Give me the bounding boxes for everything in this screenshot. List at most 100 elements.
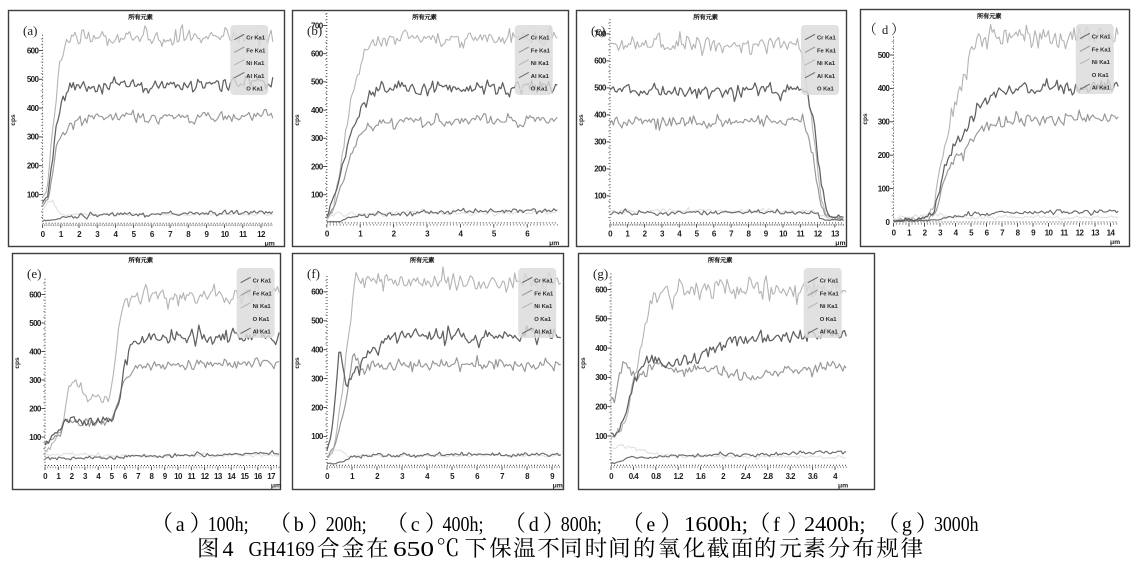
svg-text:9: 9 xyxy=(204,230,209,239)
svg-text:cps: cps xyxy=(580,357,587,369)
svg-text:cps: cps xyxy=(578,114,585,126)
svg-text:f: f xyxy=(773,514,780,536)
svg-text:5: 5 xyxy=(969,229,974,238)
svg-text:2: 2 xyxy=(721,472,726,481)
svg-text:6: 6 xyxy=(150,230,155,239)
svg-text:7: 7 xyxy=(500,472,505,481)
svg-text:500: 500 xyxy=(311,317,324,326)
svg-text:100: 100 xyxy=(311,432,324,441)
svg-text:11: 11 xyxy=(797,229,805,238)
svg-text:5: 5 xyxy=(450,472,455,481)
svg-text:600: 600 xyxy=(29,290,42,299)
svg-text:O Ka1: O Ka1 xyxy=(817,87,835,93)
svg-text:3.6: 3.6 xyxy=(808,472,818,481)
svg-text:3: 3 xyxy=(660,229,665,238)
svg-text:200: 200 xyxy=(878,151,891,160)
svg-text:Al Ka1: Al Ka1 xyxy=(817,74,836,80)
svg-text:200h;: 200h; xyxy=(326,512,367,536)
svg-text:14: 14 xyxy=(227,472,236,481)
svg-text:11: 11 xyxy=(239,230,247,239)
svg-text:12: 12 xyxy=(814,229,823,238)
svg-text:g: g xyxy=(902,514,912,536)
svg-text:μm: μm xyxy=(1110,239,1120,246)
svg-text:0: 0 xyxy=(885,218,890,227)
svg-text:GH4169: GH4169 xyxy=(249,537,315,561)
svg-text:μm: μm xyxy=(553,482,563,489)
svg-text:300: 300 xyxy=(878,118,891,127)
svg-text:1: 1 xyxy=(907,229,912,238)
svg-text:3: 3 xyxy=(83,472,88,481)
svg-text:100h;: 100h; xyxy=(208,512,249,536)
svg-text:14: 14 xyxy=(1107,229,1116,238)
svg-text:8: 8 xyxy=(149,472,154,481)
svg-text:2: 2 xyxy=(70,472,75,481)
svg-text:4: 4 xyxy=(677,229,682,238)
svg-text:4: 4 xyxy=(458,229,463,238)
svg-text:13: 13 xyxy=(1091,229,1100,238)
svg-text:6: 6 xyxy=(475,472,480,481)
svg-text:Ni Ka1: Ni Ka1 xyxy=(246,61,265,67)
svg-text:d: d xyxy=(529,514,539,536)
svg-text:0.4: 0.4 xyxy=(629,472,639,481)
svg-text:6: 6 xyxy=(123,472,128,481)
svg-text:8: 8 xyxy=(746,229,751,238)
svg-text:a: a xyxy=(176,514,185,536)
svg-text:100: 100 xyxy=(595,432,608,441)
svg-text:400: 400 xyxy=(27,104,40,113)
svg-text:1.6: 1.6 xyxy=(696,472,706,481)
svg-text:μm: μm xyxy=(265,240,275,247)
svg-text:2: 2 xyxy=(643,229,648,238)
svg-text:(f): (f) xyxy=(307,266,320,281)
svg-text:Fe Ka1: Fe Ka1 xyxy=(246,48,266,54)
svg-text:13: 13 xyxy=(214,472,223,481)
svg-text:0: 0 xyxy=(325,472,330,481)
svg-text:O Ka1: O Ka1 xyxy=(246,87,264,93)
svg-text:Cr Ka1: Cr Ka1 xyxy=(253,279,272,285)
svg-text:(c): (c) xyxy=(591,23,605,38)
svg-text:e: e xyxy=(646,514,655,536)
svg-text:1.2: 1.2 xyxy=(674,472,684,481)
svg-text:Al Ka1: Al Ka1 xyxy=(820,330,839,336)
svg-text:cps: cps xyxy=(294,114,301,126)
svg-text:200: 200 xyxy=(29,404,42,413)
svg-text:100: 100 xyxy=(311,191,324,200)
svg-text:100: 100 xyxy=(878,184,891,193)
svg-text:Cr Ka1: Cr Ka1 xyxy=(531,36,550,42)
svg-text:Al Ka1: Al Ka1 xyxy=(246,74,265,80)
svg-text:7: 7 xyxy=(168,230,173,239)
svg-text:Fe Ka1: Fe Ka1 xyxy=(820,291,840,297)
svg-text:2: 2 xyxy=(375,472,380,481)
svg-text:Fe Ka1: Fe Ka1 xyxy=(1092,47,1112,53)
svg-text:1: 1 xyxy=(358,229,363,238)
svg-text:Al Ka1: Al Ka1 xyxy=(531,74,550,80)
svg-text:Ni Ka1: Ni Ka1 xyxy=(817,61,836,67)
svg-text:600: 600 xyxy=(594,57,607,66)
svg-text:Cr Ka1: Cr Ka1 xyxy=(1092,35,1111,41)
svg-text:3: 3 xyxy=(938,229,943,238)
svg-text:3: 3 xyxy=(400,472,405,481)
svg-text:400: 400 xyxy=(878,84,891,93)
svg-text:μm: μm xyxy=(835,240,845,247)
svg-text:Al Ka1: Al Ka1 xyxy=(534,330,553,336)
svg-text:8: 8 xyxy=(525,472,530,481)
svg-text:11: 11 xyxy=(188,472,196,481)
svg-text:500: 500 xyxy=(878,51,891,60)
svg-text:200: 200 xyxy=(27,162,40,171)
svg-text:Cr Ka1: Cr Ka1 xyxy=(820,279,839,285)
svg-text:1: 1 xyxy=(56,472,61,481)
svg-text:400: 400 xyxy=(595,344,608,353)
svg-text:μm: μm xyxy=(549,240,559,247)
svg-text:12: 12 xyxy=(257,230,266,239)
svg-text:d: d xyxy=(882,23,889,37)
svg-text:7: 7 xyxy=(729,229,734,238)
svg-text:13: 13 xyxy=(831,229,840,238)
svg-text:5: 5 xyxy=(492,229,497,238)
svg-text:Fe Ka1: Fe Ka1 xyxy=(531,48,551,54)
svg-text:Ni Ka1: Ni Ka1 xyxy=(820,304,839,310)
svg-text:2: 2 xyxy=(923,229,928,238)
svg-text:400: 400 xyxy=(594,111,607,120)
svg-text:8: 8 xyxy=(1016,229,1021,238)
svg-text:5: 5 xyxy=(110,472,115,481)
svg-text:1: 1 xyxy=(625,229,630,238)
svg-text:1600h;: 1600h; xyxy=(684,512,748,536)
